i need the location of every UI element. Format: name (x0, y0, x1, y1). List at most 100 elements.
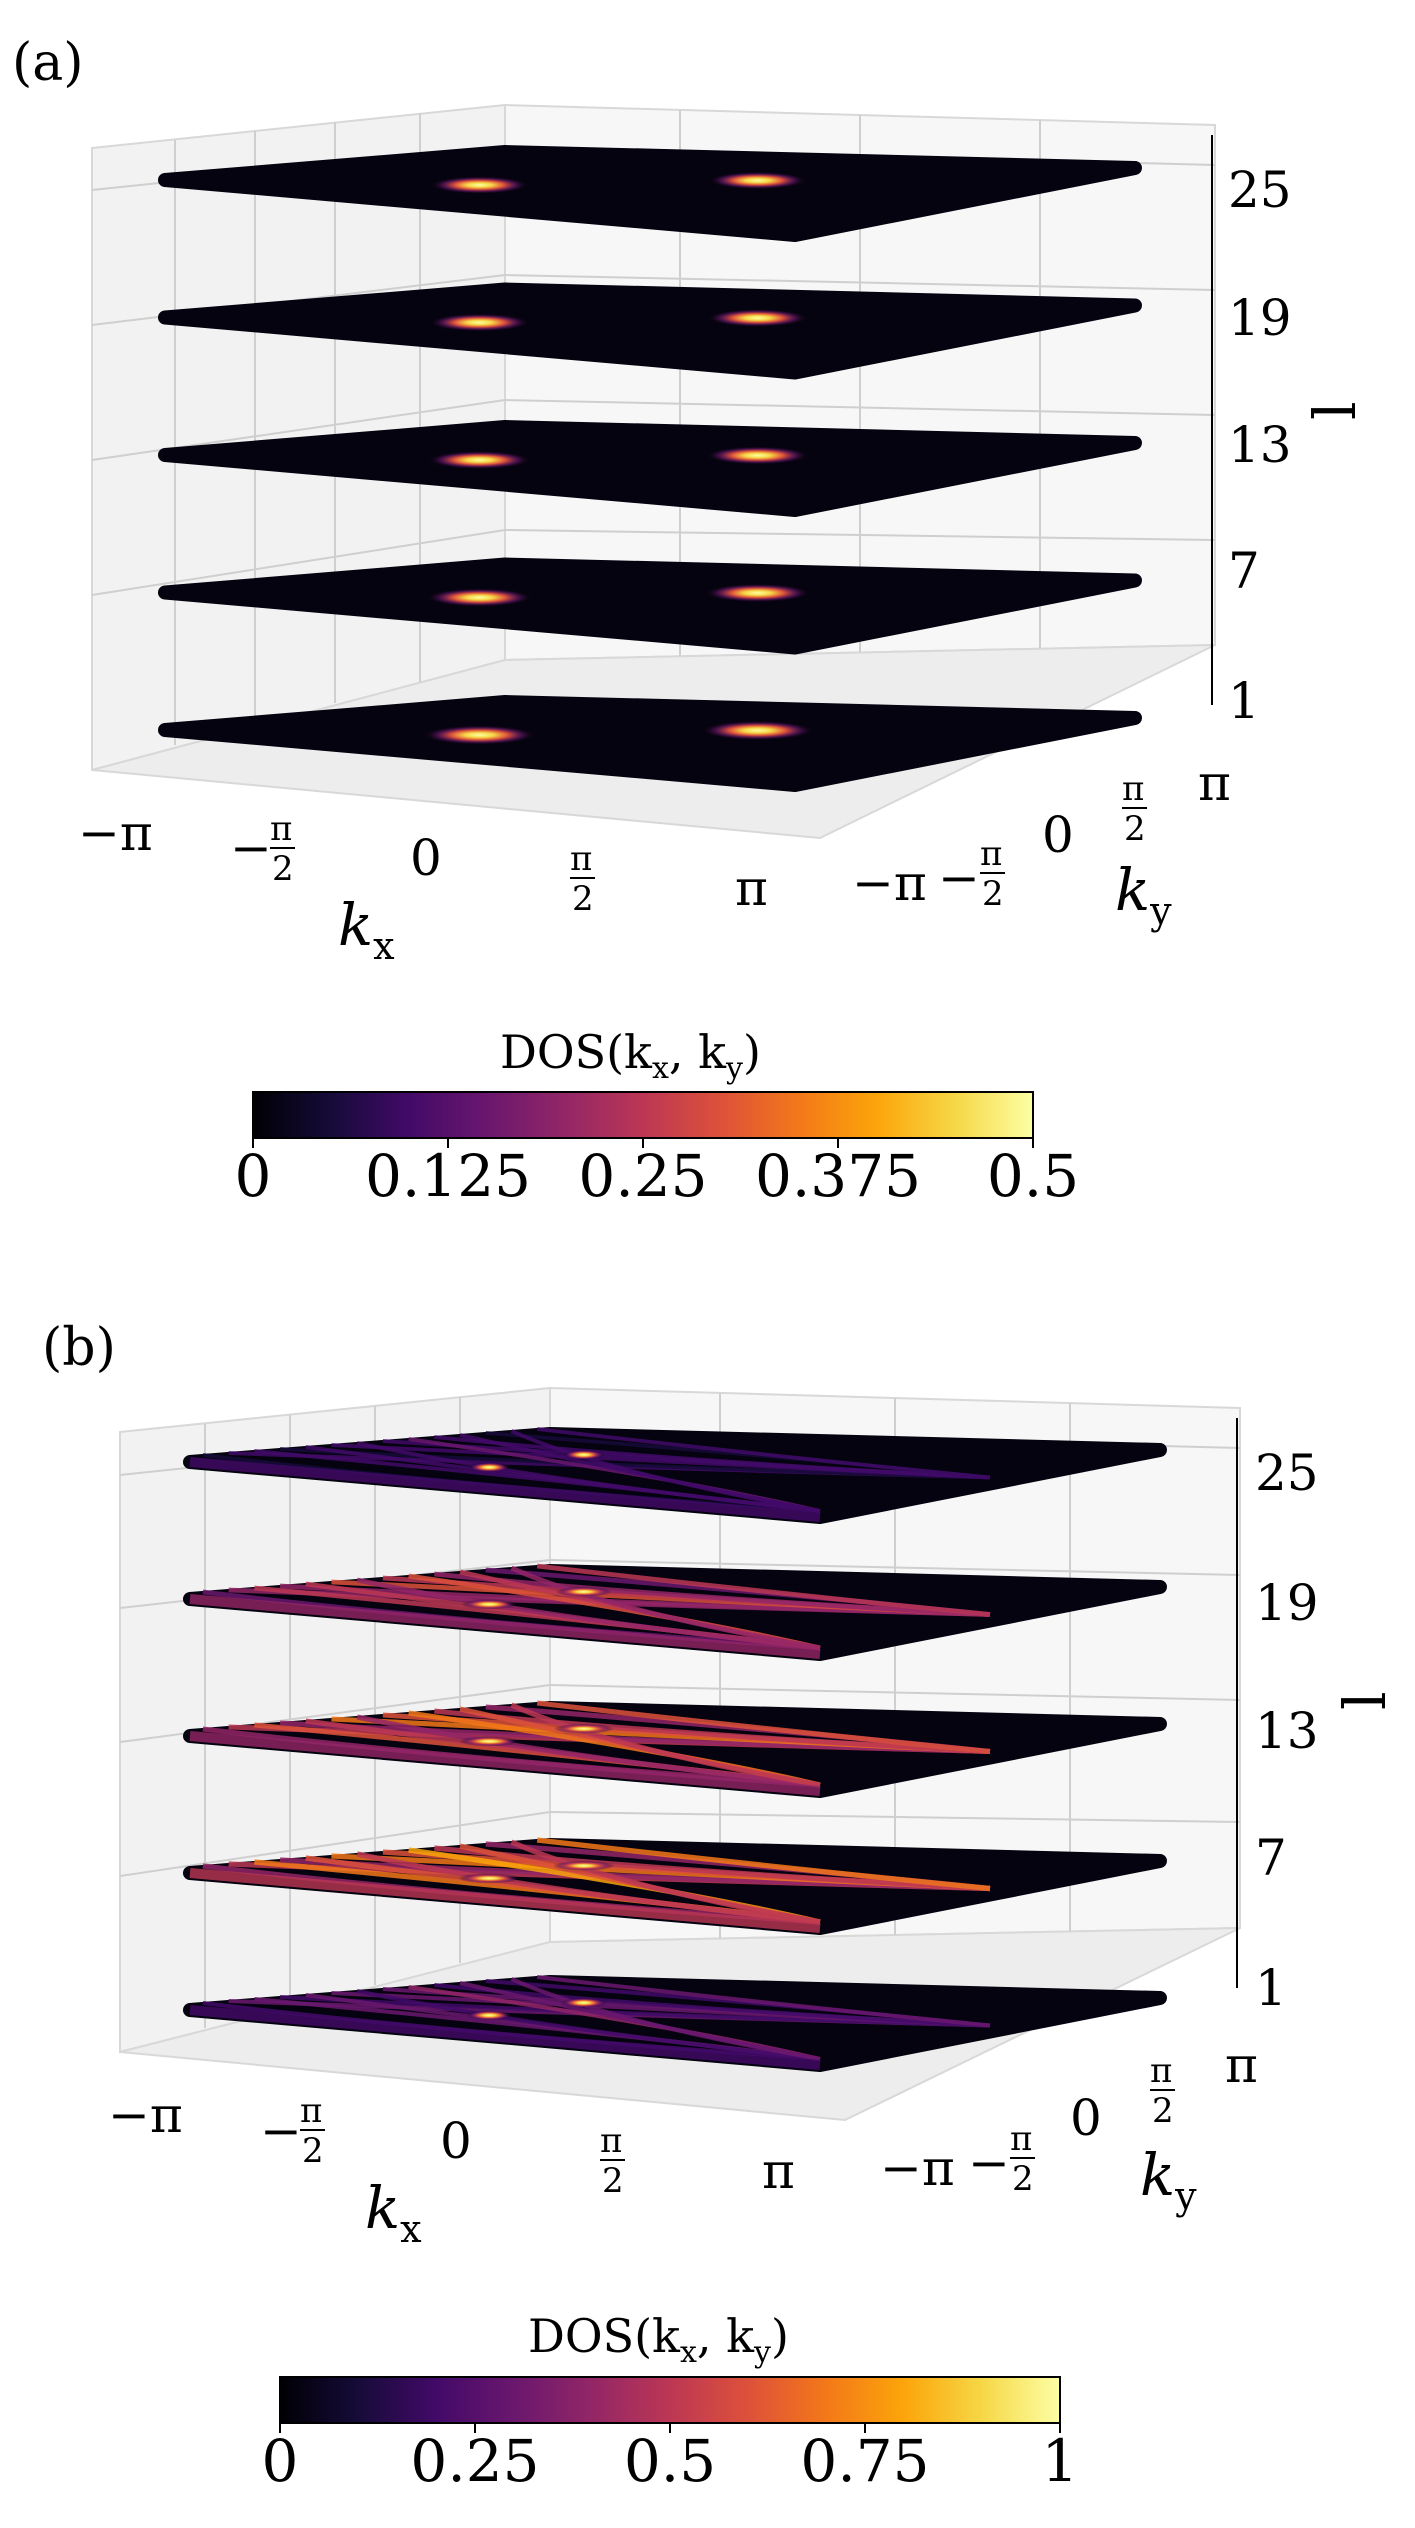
layer-plane (158, 282, 1142, 380)
colorbar-a-title: DOS(kx, ky) (500, 1025, 761, 1086)
y-axis-label: ky (1115, 856, 1172, 933)
dos-filament (536, 1427, 991, 1480)
y-tick-frac: 2 (1124, 809, 1146, 849)
dos-peak (428, 313, 531, 332)
colorbar-tick-label: 0.5 (987, 1142, 1079, 1210)
dos-peak (706, 308, 809, 328)
x-tick: 0 (410, 829, 442, 887)
layer-13 (158, 420, 1142, 517)
colorbar-tick-label: 1 (1042, 2427, 1079, 2495)
dos-peak (468, 1462, 511, 1473)
colorbar-tick-label: 0.5 (624, 2427, 716, 2495)
dos-peak (461, 1599, 518, 1610)
x-tick: −π (78, 804, 153, 862)
panel-a-label: (a) (12, 33, 84, 93)
dos-filament (510, 1565, 821, 1651)
colorbar-a (252, 1091, 1034, 1139)
layer-25 (183, 1427, 1167, 1524)
dos-edge (189, 1594, 821, 1659)
y-tick-frac: π (1122, 769, 1144, 809)
layer-plane (158, 420, 1142, 517)
z-tick: 1 (1228, 672, 1260, 730)
y-tick: π (1198, 754, 1231, 812)
x-tick-frac: 2 (602, 2161, 624, 2201)
z-tick: 13 (1255, 1702, 1319, 1760)
colorbar-b-ticks: 0 0.25 0.5 0.75 1 (262, 2423, 1079, 2495)
colorbar-a-ticks: 0 0.125 0.25 0.375 0.5 (235, 1138, 1079, 1210)
colorbar-b-title: DOS(kx, ky) (528, 2309, 789, 2370)
dos-peak (700, 720, 815, 741)
dos-filament (536, 1700, 991, 1755)
x-tick: 0 (440, 2112, 472, 2170)
y-tick: − (938, 849, 980, 907)
y-tick-frac: π (1010, 2119, 1032, 2159)
x-tick: π (735, 859, 768, 917)
z-tick: 25 (1255, 1444, 1319, 1502)
colorbar-tick-label: 0 (262, 2427, 299, 2495)
x-tick-frac: π (570, 839, 592, 879)
layer-25 (158, 145, 1142, 242)
dos-filament (356, 1714, 821, 1788)
y-tick-frac: π (1150, 2051, 1172, 2091)
layers-b (183, 1427, 1167, 2072)
x-tick-frac: 2 (272, 849, 294, 889)
dos-peak (458, 1873, 521, 1884)
layer-7 (158, 557, 1142, 655)
x-tick: − (230, 819, 272, 877)
z-axis-label: l (1301, 401, 1369, 420)
x-axis-label: kx (338, 891, 395, 968)
z-axis-label: l (1331, 1691, 1399, 1710)
z-tick: 7 (1255, 1829, 1287, 1887)
dos-peak (560, 1997, 607, 2008)
x-tick: −π (108, 2086, 183, 2144)
x-tick-frac: π (600, 2121, 622, 2161)
x-tick: − (260, 2102, 302, 2160)
colorbar-tick-label: 0.25 (578, 1142, 707, 1210)
dos-filament (510, 1977, 821, 2061)
dos-filament (536, 1974, 991, 2028)
dos-peak (553, 1723, 614, 1734)
y-tick: −π (880, 2139, 955, 2197)
dos-filament (510, 1702, 821, 1788)
layer-plane (158, 695, 1142, 792)
y-tick: π (1225, 2036, 1258, 2094)
dos-filament (356, 1851, 821, 1925)
layer-1 (158, 695, 1142, 792)
colorbar-tick-label: 0 (235, 1142, 272, 1210)
dos-edge (189, 1868, 821, 1933)
y-tick: 0 (1042, 806, 1074, 864)
colorbar-tick-label: 0.75 (800, 2427, 929, 2495)
y-tick-frac: 2 (982, 874, 1004, 914)
dos-peak (562, 1449, 605, 1460)
colorbar-tick-label: 0.375 (755, 1142, 921, 1210)
y-tick-frac: 2 (1012, 2159, 1034, 2199)
dos-peak (466, 2010, 513, 2021)
z-tick: 19 (1228, 289, 1292, 347)
layer-7 (183, 1837, 1167, 1935)
z-tick: 13 (1228, 416, 1292, 474)
z-tick: 25 (1228, 161, 1292, 219)
y-axis-label: ky (1140, 2141, 1197, 2218)
panel-a: (a) 25 19 13 (12, 33, 1369, 1210)
y-tick-frac: 2 (1152, 2091, 1174, 2131)
dos-peak (427, 450, 532, 470)
layer-19 (158, 282, 1142, 380)
colorbar-tick-label: 0.125 (365, 1142, 531, 1210)
dos-edge (189, 1731, 821, 1796)
dos-peak (555, 1586, 612, 1597)
dos-filament (356, 1577, 821, 1651)
y-tick-frac: π (980, 834, 1002, 874)
dos-peak (704, 583, 811, 603)
x-tick-frac: 2 (302, 2131, 324, 2171)
dos-peak (708, 171, 808, 190)
dos-edge (189, 1457, 821, 1522)
dos-peak (422, 725, 537, 745)
dos-peak (429, 176, 529, 194)
y-tick: 0 (1070, 2089, 1102, 2147)
layer-plane (158, 145, 1142, 242)
dos-filament (536, 1837, 991, 1892)
layer-1 (183, 1974, 1167, 2072)
z-tick: 1 (1255, 1959, 1287, 2017)
dos-peak (426, 588, 533, 607)
